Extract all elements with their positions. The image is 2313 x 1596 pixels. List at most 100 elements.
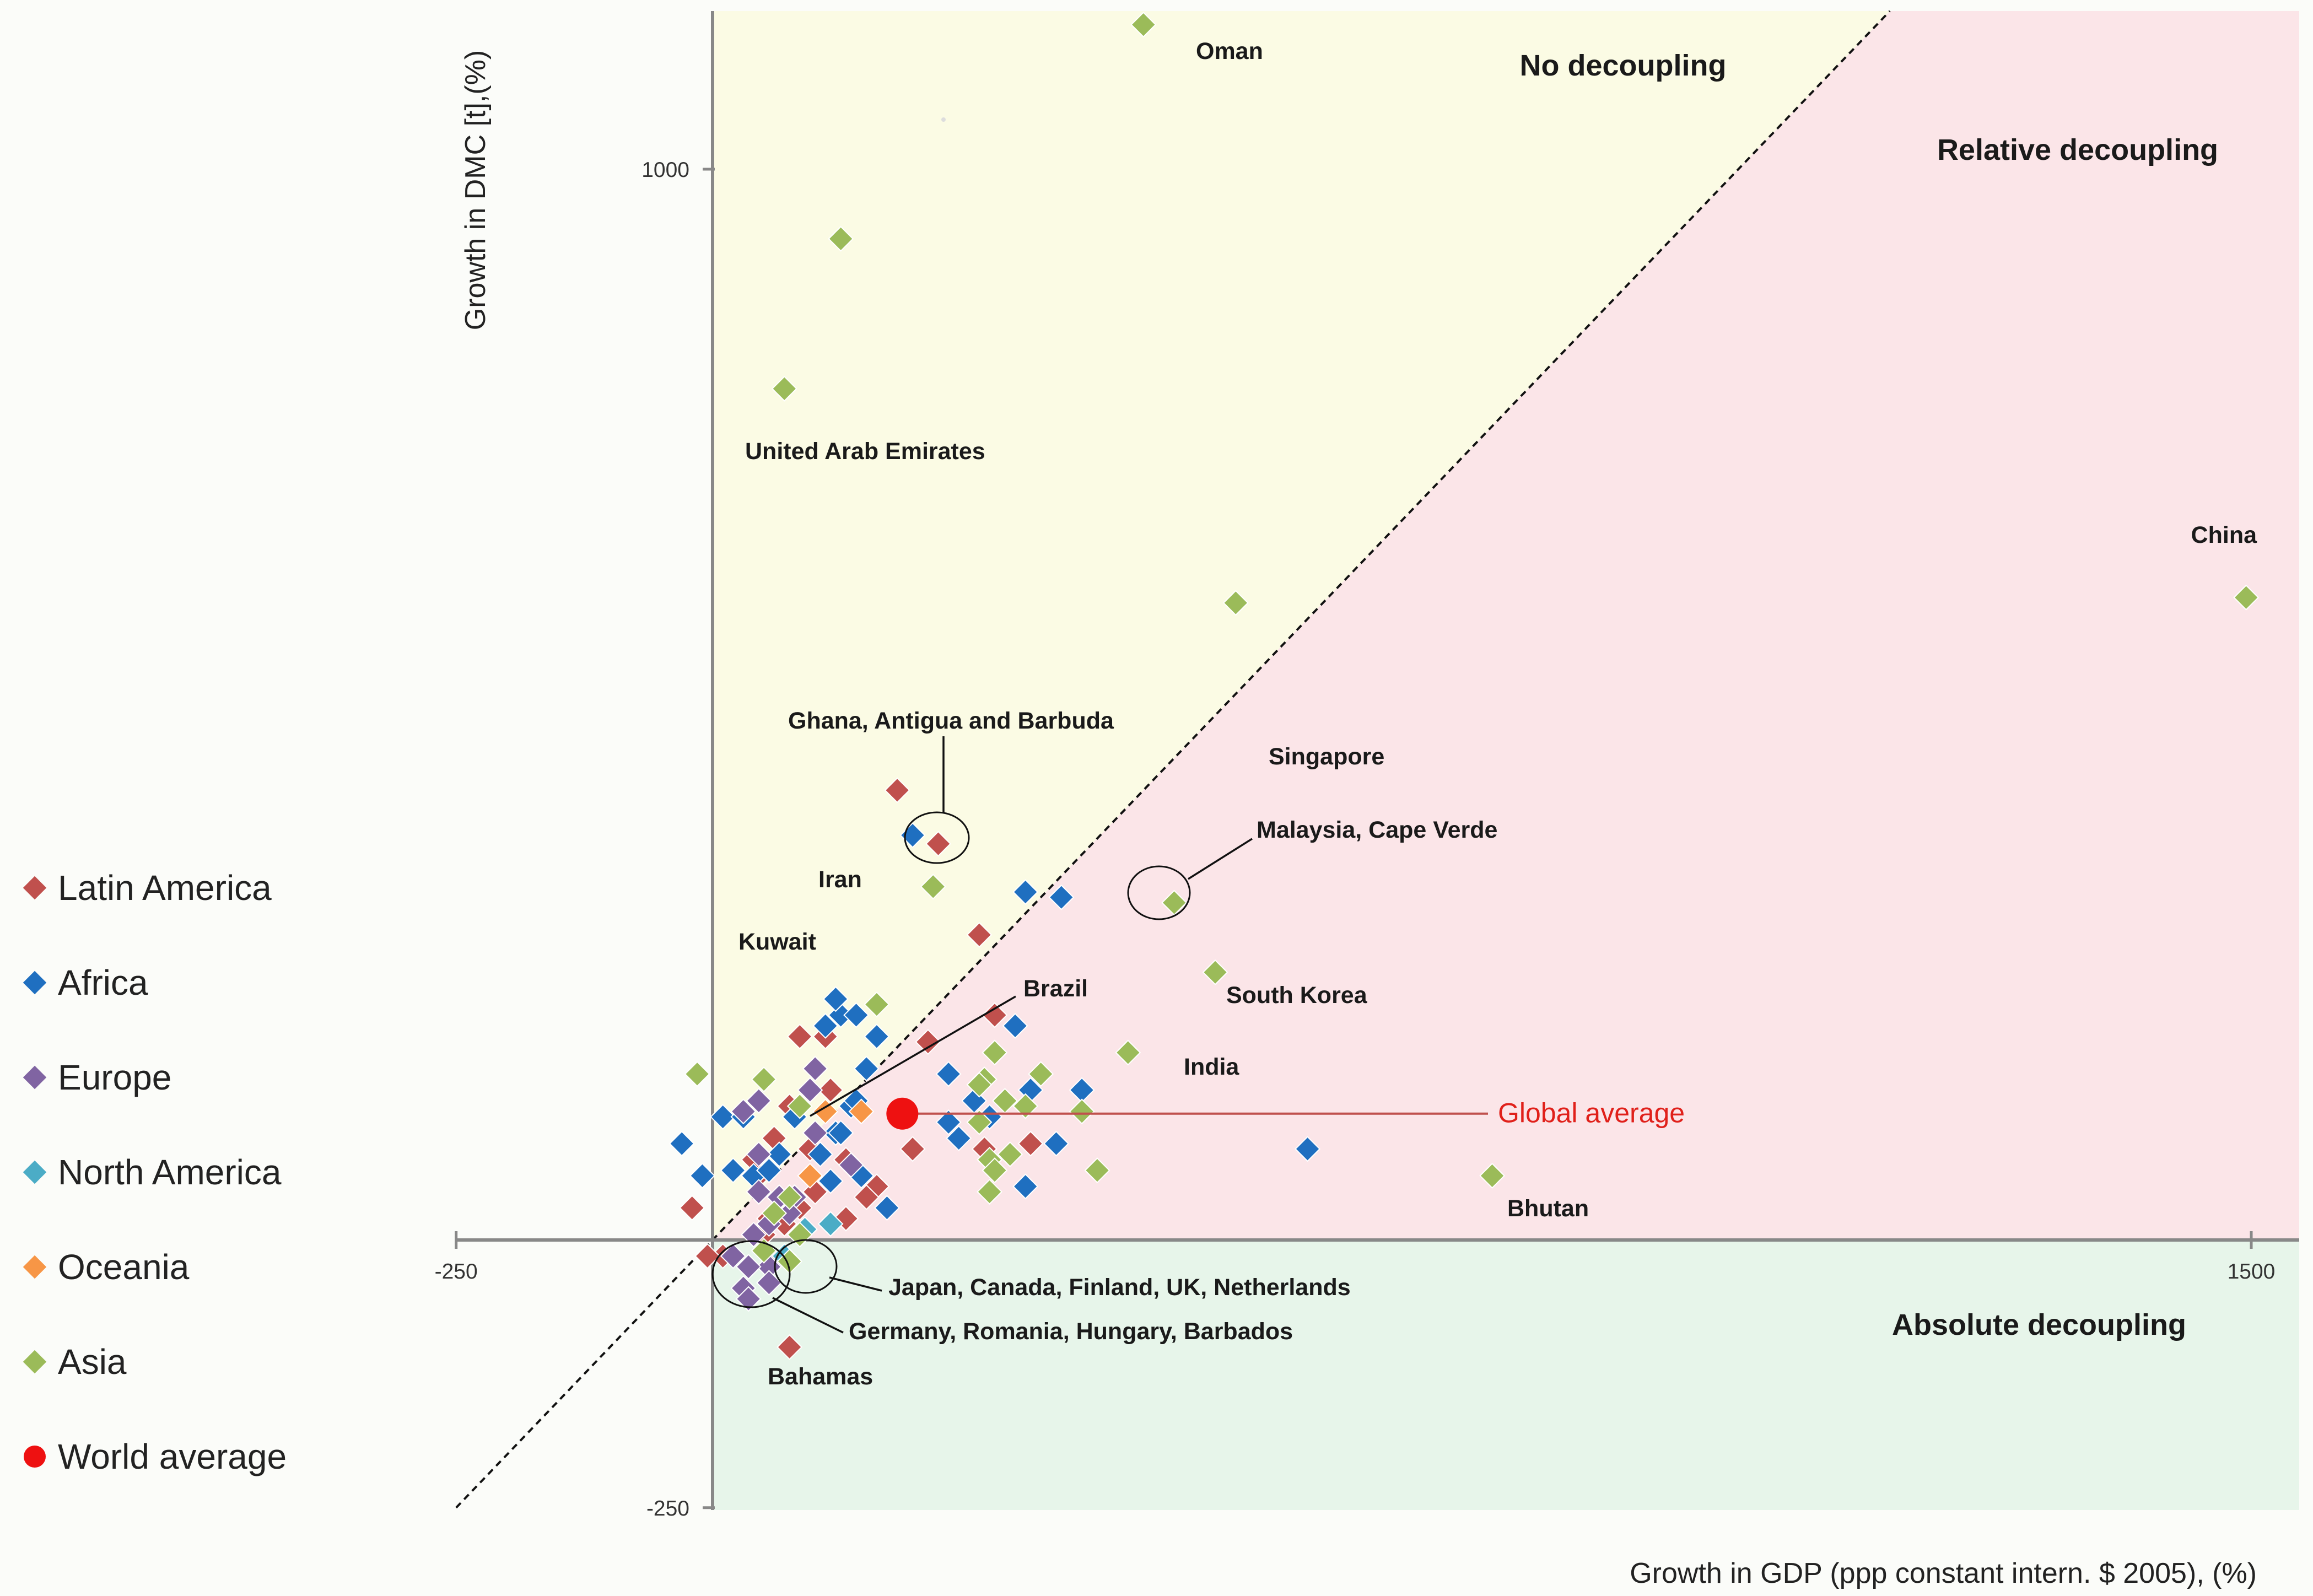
north-america-marker-icon bbox=[23, 1160, 47, 1184]
data-point bbox=[1295, 1136, 1320, 1162]
data-point bbox=[853, 1184, 880, 1210]
legend-item-world-average: World average bbox=[20, 1409, 287, 1504]
data-point bbox=[797, 1077, 823, 1103]
data-point bbox=[982, 1157, 1008, 1184]
data-point bbox=[864, 991, 890, 1017]
x-axis-title: Growth in GDP (ppp constant intern. $ 20… bbox=[1630, 1557, 2257, 1589]
data-point bbox=[966, 921, 993, 948]
data-point bbox=[822, 986, 849, 1012]
label-germany-group: Germany, Romania, Hungary, Barbados bbox=[849, 1318, 1293, 1345]
data-point bbox=[771, 375, 797, 402]
data-point bbox=[1115, 1039, 1141, 1066]
africa-marker-icon bbox=[23, 970, 47, 995]
japan-leader-line bbox=[829, 1276, 882, 1292]
data-point bbox=[777, 1184, 803, 1210]
data-point bbox=[1043, 1130, 1069, 1157]
global-average-label: Global average bbox=[1498, 1098, 1685, 1129]
data-point bbox=[920, 874, 946, 900]
data-point bbox=[1012, 1093, 1039, 1119]
legend-label: North America bbox=[58, 1152, 282, 1192]
decoupling-diagonal-line bbox=[455, 10, 1891, 1509]
label-bahamas: Bahamas bbox=[768, 1363, 873, 1390]
data-point bbox=[977, 1179, 1002, 1205]
data-point bbox=[812, 1012, 839, 1039]
y-tick-label: 1000 bbox=[641, 158, 689, 182]
data-point bbox=[997, 1141, 1023, 1167]
data-point bbox=[786, 1023, 813, 1050]
data-point bbox=[966, 1109, 993, 1135]
data-point bbox=[2233, 584, 2260, 611]
data-point bbox=[935, 1061, 962, 1087]
data-point bbox=[1161, 889, 1188, 916]
series-africa bbox=[668, 822, 1320, 1221]
label-brazil: Brazil bbox=[1023, 975, 1088, 1002]
data-point bbox=[1028, 1061, 1054, 1087]
data-point bbox=[853, 1055, 880, 1082]
data-point bbox=[915, 1029, 941, 1055]
japan-group-ellipse bbox=[774, 1239, 838, 1294]
data-point bbox=[735, 1254, 762, 1280]
legend-label: Europe bbox=[58, 1058, 172, 1097]
data-point bbox=[1048, 884, 1075, 910]
asia-marker-icon bbox=[23, 1350, 47, 1374]
data-point bbox=[802, 1120, 828, 1146]
europe-marker-icon bbox=[23, 1065, 47, 1090]
region-absolute-decoupling bbox=[713, 1240, 2299, 1510]
data-point bbox=[864, 1023, 890, 1050]
data-point bbox=[843, 1002, 870, 1028]
data-point bbox=[925, 831, 951, 857]
data-point bbox=[668, 1130, 695, 1157]
legend-item-oceania: Oceania bbox=[20, 1220, 287, 1314]
legend-item-latin-america: Latin America bbox=[20, 840, 287, 935]
legend-label: Oceania bbox=[58, 1247, 190, 1287]
legend-label: Africa bbox=[58, 963, 148, 1002]
data-point bbox=[817, 1211, 844, 1237]
label-iran: Iran bbox=[818, 866, 862, 893]
data-point bbox=[720, 1243, 746, 1269]
data-point bbox=[812, 1098, 839, 1125]
x-tick-label: 1500 bbox=[2228, 1260, 2276, 1284]
data-point bbox=[874, 1195, 900, 1221]
legend-item-north-america: North America bbox=[20, 1125, 287, 1220]
speck-dot bbox=[941, 117, 946, 122]
legend-item-europe: Europe bbox=[20, 1030, 287, 1125]
malaysia-callout-ellipse bbox=[1127, 865, 1191, 920]
data-point bbox=[766, 1141, 792, 1167]
data-point bbox=[797, 1163, 823, 1189]
legend: Latin America Africa Europe North Americ… bbox=[20, 840, 287, 1504]
data-point bbox=[751, 1066, 777, 1092]
data-point bbox=[746, 1179, 772, 1205]
label-united-arab-emirates: United Arab Emirates bbox=[745, 438, 985, 465]
data-point bbox=[684, 1061, 710, 1087]
region-label-absolute-decoupling: Absolute decoupling bbox=[1892, 1308, 2186, 1341]
legend-item-africa: Africa bbox=[20, 935, 287, 1030]
malaysia-leader-line bbox=[1188, 838, 1253, 880]
data-point bbox=[1002, 1012, 1028, 1039]
data-point bbox=[761, 1200, 788, 1226]
data-point bbox=[1069, 1098, 1095, 1125]
label-kuwait: Kuwait bbox=[738, 929, 816, 955]
global-average-point bbox=[886, 1097, 919, 1130]
ghana-callout-ellipse bbox=[904, 811, 970, 864]
data-point bbox=[1084, 1157, 1110, 1184]
data-point bbox=[899, 1136, 926, 1162]
data-point bbox=[1012, 1173, 1039, 1200]
label-oman: Oman bbox=[1196, 38, 1263, 64]
legend-item-asia: Asia bbox=[20, 1314, 287, 1409]
data-point bbox=[746, 1087, 772, 1114]
label-malaysia-cape-verde: Malaysia, Cape Verde bbox=[1257, 817, 1497, 843]
data-point bbox=[838, 1152, 864, 1178]
label-china: China bbox=[2191, 522, 2258, 548]
oceania-marker-icon bbox=[23, 1255, 47, 1279]
data-point bbox=[1017, 1130, 1044, 1157]
data-point bbox=[1130, 12, 1157, 38]
data-point bbox=[828, 1120, 854, 1146]
latin-america-marker-icon bbox=[23, 876, 47, 900]
legend-label: Asia bbox=[58, 1342, 127, 1382]
data-point bbox=[689, 1163, 715, 1189]
region-label-no-decoupling: No decoupling bbox=[1520, 49, 1727, 82]
data-point bbox=[679, 1195, 705, 1221]
data-point bbox=[828, 225, 854, 252]
data-point bbox=[884, 777, 910, 804]
